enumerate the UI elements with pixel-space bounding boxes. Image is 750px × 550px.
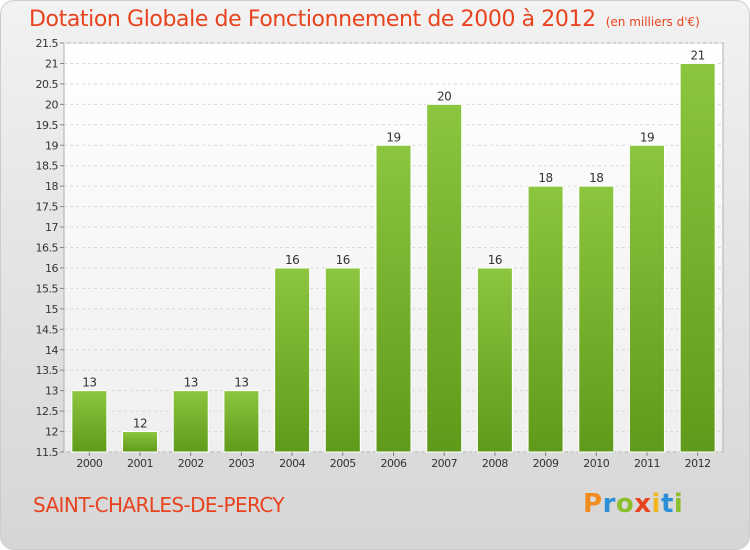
- y-tick-label: 12.5: [36, 405, 59, 418]
- y-tick-label: 17.5: [36, 201, 59, 214]
- data-label-2004: 16: [285, 253, 299, 267]
- logo-letter: r: [602, 489, 616, 519]
- bar-2012: [679, 62, 716, 453]
- x-tick-label: 2004: [279, 457, 305, 470]
- data-label-2009: 18: [538, 171, 552, 185]
- y-tick-label: 21: [45, 57, 58, 70]
- bar-2009: [527, 185, 564, 453]
- data-label-2007: 20: [437, 89, 451, 103]
- bar-2005: [324, 267, 361, 453]
- y-tick-label: 18: [45, 180, 58, 193]
- x-tick-label: 2006: [381, 457, 407, 470]
- bar-2004: [274, 267, 311, 453]
- data-label-2000: 13: [82, 376, 96, 390]
- x-tick-label: 2001: [127, 457, 153, 470]
- data-label-2006: 19: [386, 130, 400, 144]
- proxiti-logo[interactable]: Proxiti: [583, 489, 683, 519]
- data-label-2001: 12: [133, 417, 147, 431]
- logo-letter: P: [583, 489, 603, 519]
- chart-title-text: Dotation Globale de Fonctionnement de 20…: [29, 7, 596, 32]
- x-tick-label: 2003: [228, 457, 254, 470]
- bar-2006: [375, 144, 412, 453]
- y-tick-label: 13.5: [36, 364, 59, 377]
- y-tick-label: 16: [45, 262, 58, 275]
- bar-2001: [122, 431, 159, 453]
- bar-2008: [476, 267, 513, 453]
- logo-letter: x: [634, 489, 652, 519]
- y-tick-label: 16.5: [36, 242, 59, 255]
- y-tick-label: 17: [45, 221, 58, 234]
- chart-unit: (en milliers d'€): [605, 15, 700, 29]
- y-tick-label: 15: [45, 303, 58, 316]
- logo-letter: i: [673, 489, 684, 519]
- y-tick-label: 14.5: [36, 323, 59, 336]
- chart-title: Dotation Globale de Fonctionnement de 20…: [29, 7, 700, 32]
- logo-letter: t: [660, 489, 674, 519]
- y-tick-label: 15.5: [36, 282, 59, 295]
- x-tick-label: 2008: [482, 457, 508, 470]
- y-tick-label: 14: [45, 344, 58, 357]
- x-tick-label: 2010: [583, 457, 609, 470]
- y-tick-label: 21.5: [36, 37, 59, 50]
- logo-letter: i: [651, 489, 661, 519]
- data-label-2010: 18: [589, 171, 603, 185]
- x-tick-label: 2005: [330, 457, 356, 470]
- data-label-2003: 13: [234, 376, 248, 390]
- y-tick-label: 12: [45, 426, 58, 439]
- data-label-2011: 19: [640, 130, 654, 144]
- x-tick-label: 2009: [533, 457, 559, 470]
- bar-2002: [172, 390, 209, 453]
- x-axis: 2000 2001 2002 2003 2004 2005 2006 2007 2008 2009…: [76, 452, 711, 470]
- y-tick-label: 18.5: [36, 160, 59, 173]
- x-tick-label: 2007: [431, 457, 457, 470]
- x-tick-label: 2012: [685, 457, 711, 470]
- y-tick-label: 11.5: [36, 446, 59, 459]
- y-axis: 11.5 12 12.5 13 13.5 14 14.5 15 15.5 16 16.5 17 17.5…: [36, 37, 64, 459]
- x-tick-label: 2011: [634, 457, 660, 470]
- bar-2003: [223, 390, 260, 453]
- logo-letter: o: [615, 489, 635, 519]
- data-label-2002: 13: [184, 376, 198, 390]
- x-tick-label: 2000: [76, 457, 102, 470]
- data-label-2012: 21: [691, 48, 705, 62]
- commune-name: SAINT-CHARLES-DE-PERCY: [33, 493, 285, 517]
- y-tick-label: 13: [45, 385, 58, 398]
- bar-2000: [71, 390, 108, 453]
- y-tick-label: 20.5: [36, 78, 59, 91]
- y-tick-label: 20: [45, 98, 58, 111]
- x-tick-label: 2002: [178, 457, 204, 470]
- y-tick-label: 19: [45, 139, 58, 152]
- bars: 13 12 13 13 16 16 19 20 16 18 18 19 21: [71, 48, 716, 453]
- data-label-2005: 16: [336, 253, 350, 267]
- y-tick-label: 19.5: [36, 119, 59, 132]
- bar-2007: [426, 103, 463, 453]
- bar-2010: [578, 185, 615, 453]
- bar-2011: [628, 144, 665, 453]
- data-label-2008: 16: [488, 253, 502, 267]
